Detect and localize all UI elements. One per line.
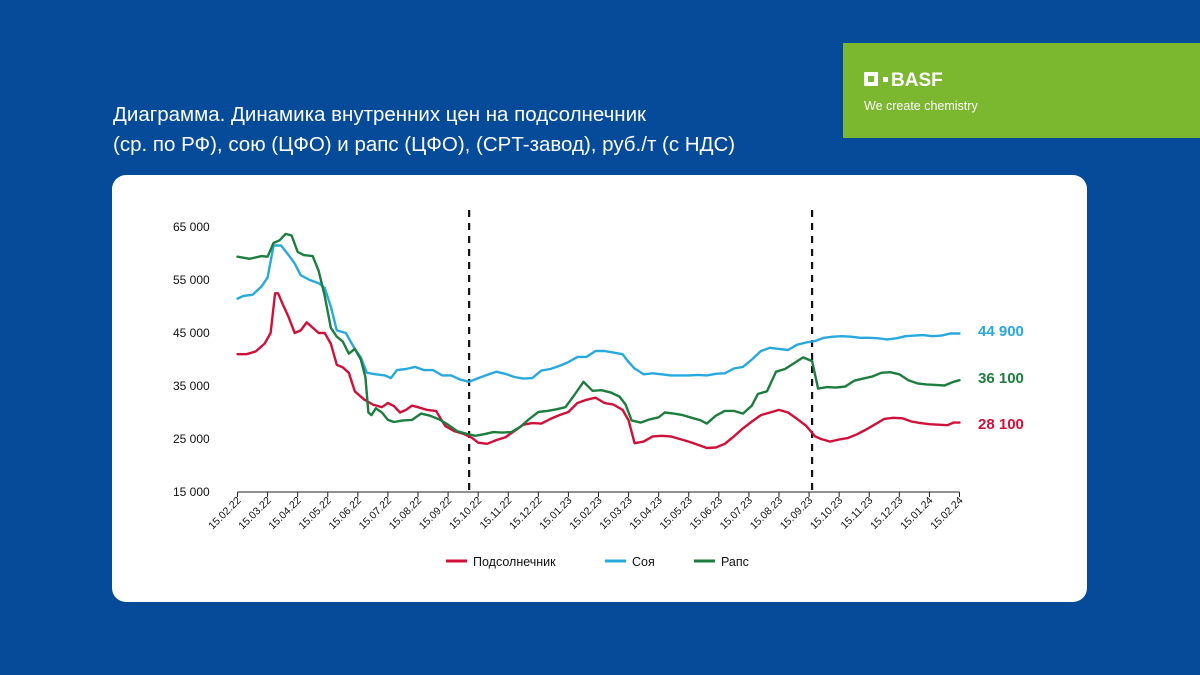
legend: Подсолнечник Соя Рапс [446,555,749,569]
basf-logo-text: BASF [891,70,943,91]
y-tick-label: 65 000 [173,220,210,234]
series-line-3 [236,232,961,437]
chart-title-line-1: Диаграмма. Динамика внутренних цен на по… [113,103,647,126]
x-axis: 15.02.2215.03.2215.04.2215.05.2215.06.22… [206,492,966,532]
x-tick-label: 15.10.23 [808,495,845,532]
y-tick-label: 15 000 [173,485,210,499]
chart-title-line-2: (ср. по РФ), сою (ЦФО) и рапс (ЦФО), (CP… [113,133,736,156]
end-value-label: 36 100 [978,370,1024,387]
y-tick-label: 45 000 [173,326,210,340]
legend-label-3: Рапс [721,555,749,569]
end-value-labels: 44 900 36 100 28 100 [978,323,1024,433]
y-axis: 15 000 25 000 35 000 45 000 55 000 65 000 [173,220,960,499]
basf-logo-square-inner [868,76,874,82]
legend-label-2: Соя [632,555,655,569]
basf-tagline: We create chemistry [864,99,978,113]
basf-logo-block: BASF We create chemistry [843,43,1200,138]
basf-logo-dot [883,77,888,82]
y-tick-label: 55 000 [173,273,210,287]
series-line-2 [236,244,961,383]
end-value-label: 28 100 [978,416,1024,433]
y-tick-label: 25 000 [173,432,210,446]
x-tick-label: 15.02.24 [928,495,965,532]
y-tick-label: 35 000 [173,379,210,393]
period-dividers [468,210,814,496]
legend-label-1: Подсолнечник [473,555,556,569]
x-tick-label: 15.10.22 [447,495,484,532]
basf-logo-mark: BASF [864,70,943,91]
series-lines [236,232,961,450]
end-value-label: 44 900 [978,323,1024,340]
chart-title: Диаграмма. Динамика внутренних цен на по… [113,100,833,160]
series-line-1 [236,292,961,450]
